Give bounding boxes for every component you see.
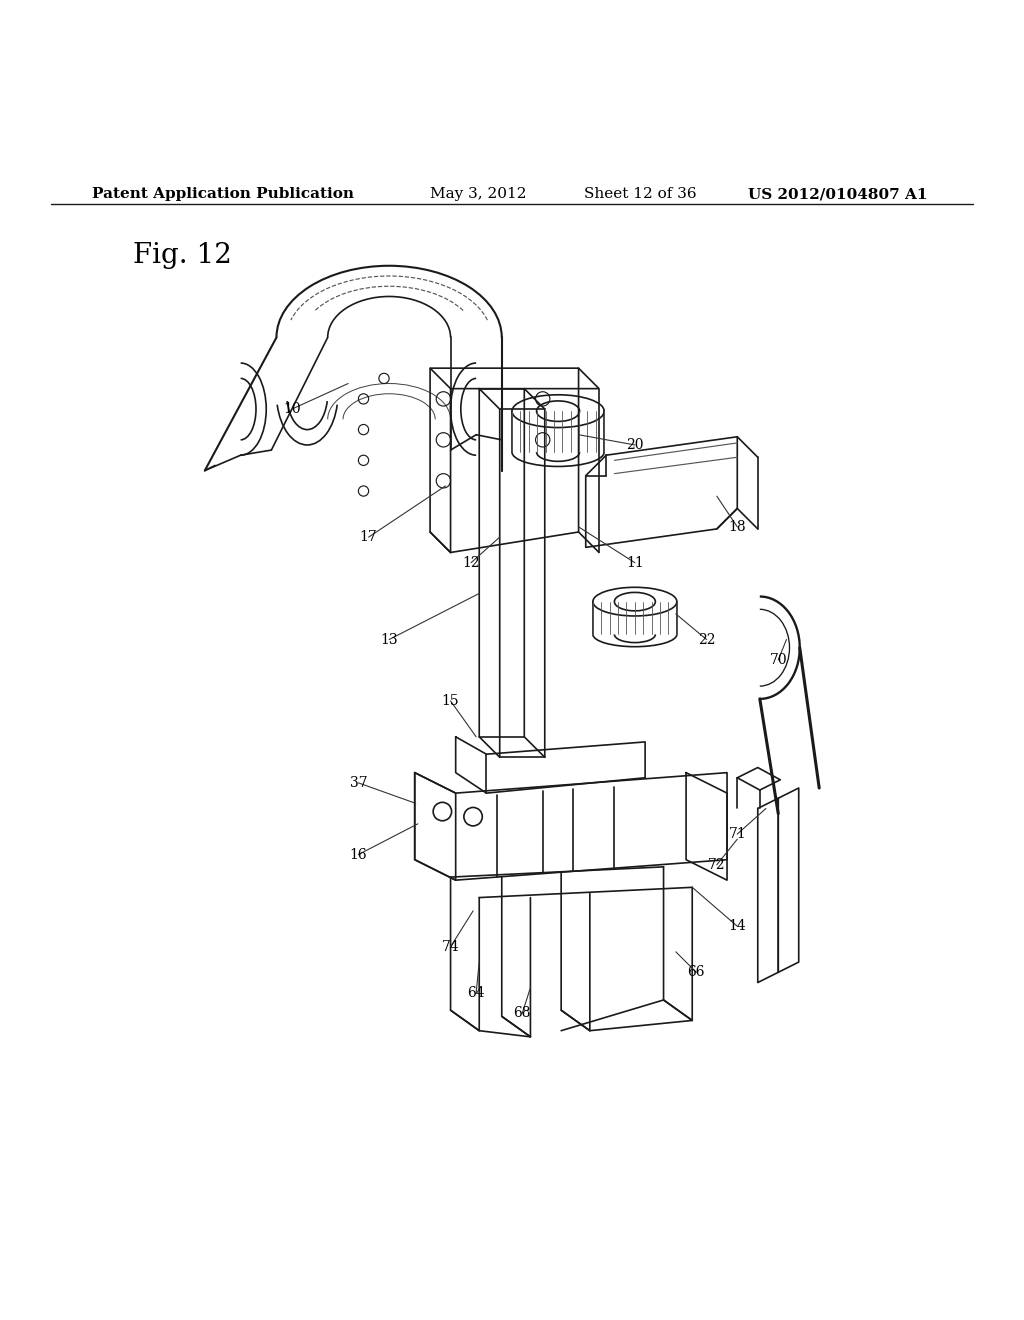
- Text: Fig. 12: Fig. 12: [133, 242, 232, 269]
- Text: 68: 68: [513, 1006, 531, 1020]
- Text: 22: 22: [697, 632, 716, 647]
- Text: May 3, 2012: May 3, 2012: [430, 187, 526, 201]
- Text: 37: 37: [349, 776, 368, 789]
- Text: 11: 11: [626, 556, 644, 570]
- Text: Sheet 12 of 36: Sheet 12 of 36: [584, 187, 696, 201]
- Text: 20: 20: [626, 438, 644, 451]
- Text: 13: 13: [380, 632, 398, 647]
- Text: 14: 14: [728, 919, 746, 933]
- Text: 72: 72: [708, 858, 726, 871]
- Text: 18: 18: [728, 520, 746, 533]
- Text: 64: 64: [467, 986, 485, 999]
- Text: 17: 17: [359, 531, 378, 544]
- Text: US 2012/0104807 A1: US 2012/0104807 A1: [748, 187, 927, 201]
- Text: 15: 15: [441, 694, 460, 708]
- Text: 66: 66: [687, 965, 706, 979]
- Text: 10: 10: [283, 403, 301, 416]
- Text: 71: 71: [728, 828, 746, 841]
- Text: 70: 70: [769, 653, 787, 667]
- Text: 74: 74: [441, 940, 460, 954]
- Text: Patent Application Publication: Patent Application Publication: [92, 187, 354, 201]
- Text: 12: 12: [462, 556, 480, 570]
- Text: 16: 16: [349, 847, 368, 862]
